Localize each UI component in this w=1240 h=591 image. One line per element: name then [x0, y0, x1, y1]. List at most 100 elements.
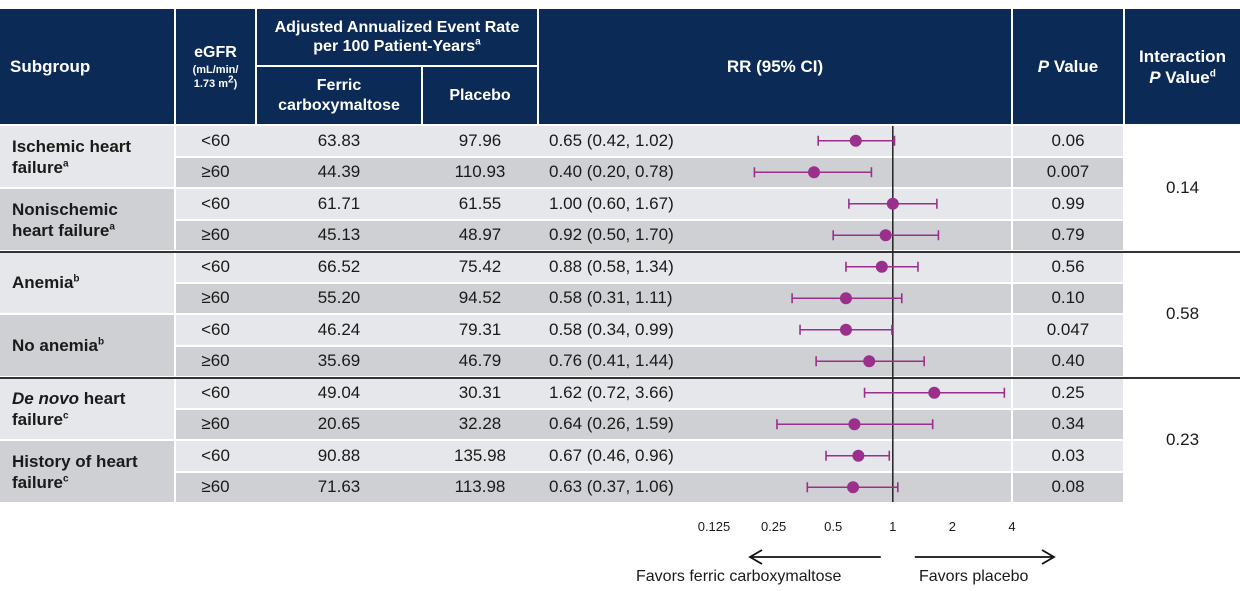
header-pvalue-text: P Value: [1038, 57, 1098, 77]
p-value-cell: 0.06: [1013, 126, 1123, 156]
plot-cell: [707, 283, 1011, 313]
plot-cell: [707, 378, 1011, 408]
subgroup-label-sup: a: [109, 220, 115, 232]
header-egfr-unit-close: ): [233, 77, 238, 90]
placebo-rate-cell: 110.93: [423, 157, 537, 187]
rr-ci-cell: 0.76 (0.41, 1.44): [539, 346, 705, 376]
header-subgroup-text: Subgroup: [10, 56, 91, 76]
header-rate-text: Adjusted Annualized Event Rate per 100 P…: [263, 18, 531, 56]
subgroup-label-main: No anemia: [12, 336, 98, 355]
subgroup-label-text: No anemiab: [12, 335, 104, 356]
placebo-rate-cell: 97.96: [423, 126, 537, 156]
rr-ci-cell: 0.64 (0.26, 1.59): [539, 409, 705, 439]
p-value-cell: 0.56: [1013, 252, 1123, 282]
placebo-rate-cell: 46.79: [423, 346, 537, 376]
header-placebo: Placebo: [423, 67, 537, 124]
x-tick-label: 2: [949, 519, 956, 534]
ferric-rate-cell: 49.04: [257, 378, 421, 408]
header-rate-sup: a: [475, 36, 481, 48]
placebo-rate-cell: 30.31: [423, 378, 537, 408]
egfr-cell: ≥60: [176, 220, 255, 250]
rr-ci-cell: 0.88 (0.58, 1.34): [539, 252, 705, 282]
x-tick-label: 1: [889, 519, 896, 534]
header-interaction-p-rest: Value: [1160, 67, 1210, 87]
p-value-cell: 0.10: [1013, 283, 1123, 313]
subgroup-label-sup: c: [63, 409, 69, 421]
p-value-cell: 0.007: [1013, 157, 1123, 187]
x-tick-label: 4: [1008, 519, 1015, 534]
plot-cell: [707, 315, 1011, 345]
section-divider: [0, 250, 1240, 253]
rr-ci-cell: 0.58 (0.34, 0.99): [539, 315, 705, 345]
x-tick-label: 0.25: [761, 519, 786, 534]
ferric-rate-cell: 63.83: [257, 126, 421, 156]
rr-ci-cell: 0.67 (0.46, 0.96): [539, 441, 705, 471]
arrow-right-head: [1041, 549, 1056, 565]
header-placebo-text: Placebo: [449, 86, 511, 104]
rr-ci-cell: 0.63 (0.37, 1.06): [539, 472, 705, 502]
rr-ci-cell: 0.40 (0.20, 0.78): [539, 157, 705, 187]
subgroup-label-text: History of heart failurec: [12, 451, 162, 493]
header-pvalue-italic: P: [1037, 56, 1050, 76]
egfr-cell: <60: [176, 126, 255, 156]
interaction-p-cell: 0.58: [1125, 252, 1240, 376]
header-egfr-unit: (mL/min/: [192, 63, 239, 76]
interaction-p-cell: 0.14: [1125, 126, 1240, 250]
x-tick-label: 0.5: [824, 519, 842, 534]
placebo-rate-cell: 94.52: [423, 283, 537, 313]
header-rate-title: Adjusted Annualized Event Rate per 100 P…: [274, 19, 520, 55]
header-pvalue: P Value: [1013, 9, 1123, 124]
p-value-cell: 0.03: [1013, 441, 1123, 471]
p-value-cell: 0.34: [1013, 409, 1123, 439]
placebo-rate-cell: 48.97: [423, 220, 537, 250]
subgroup-label-sup: b: [73, 273, 80, 285]
plot-cell: [707, 252, 1011, 282]
subgroup-label: Ischemic heart failurea: [0, 126, 174, 187]
subgroup-label-main: Nonischemic heart failure: [12, 199, 118, 240]
p-value-cell: 0.99: [1013, 189, 1123, 219]
placebo-rate-cell: 135.98: [423, 441, 537, 471]
interaction-p-cell: 0.23: [1125, 378, 1240, 502]
header-egfr: eGFR (mL/min/ 1.73 m2): [176, 9, 255, 124]
egfr-cell: <60: [176, 252, 255, 282]
plot-cell: [707, 472, 1011, 502]
subgroup-label-sup: c: [63, 472, 69, 484]
ferric-rate-cell: 90.88: [257, 441, 421, 471]
p-value-cell: 0.047: [1013, 315, 1123, 345]
egfr-cell: <60: [176, 378, 255, 408]
header-interaction-sup: d: [1209, 67, 1216, 79]
arrow-left-head: [748, 549, 763, 565]
ferric-rate-cell: 45.13: [257, 220, 421, 250]
header-ferric: Ferric carboxymaltose: [257, 67, 421, 124]
header-ferric-text: Ferric carboxymaltose: [278, 76, 400, 114]
header-interaction-p-italic: P: [1149, 67, 1161, 87]
x-tick-label: 0.125: [698, 519, 731, 534]
subgroup-label: Nonischemic heart failurea: [0, 189, 174, 250]
header-interaction-title: Interaction: [1139, 46, 1226, 66]
header-rr-text: RR (95% CI): [726, 56, 824, 76]
subgroup-label-main: Anemia: [12, 273, 74, 292]
egfr-cell: ≥60: [176, 283, 255, 313]
placebo-rate-cell: 113.98: [423, 472, 537, 502]
header-subgroup: Subgroup: [0, 9, 174, 124]
subgroup-label: De novo heart failurec: [0, 378, 174, 439]
header-interaction: Interaction P Valued: [1125, 9, 1240, 124]
subgroup-label-main: History of heart failure: [12, 451, 138, 492]
placebo-rate-cell: 79.31: [423, 315, 537, 345]
plot-cell: [707, 189, 1011, 219]
subgroup-label-main: Ischemic heart failure: [12, 136, 132, 177]
header-interaction-p: P Valued: [1149, 67, 1216, 88]
ferric-rate-cell: 35.69: [257, 346, 421, 376]
p-value-cell: 0.25: [1013, 378, 1123, 408]
ferric-rate-cell: 61.71: [257, 189, 421, 219]
favors-ferric-label: Favors ferric carboxymaltose: [636, 568, 842, 585]
ferric-rate-cell: 46.24: [257, 315, 421, 345]
header-egfr-unit2: 1.73 m2): [193, 74, 238, 91]
egfr-cell: <60: [176, 315, 255, 345]
header-egfr-unit2-text: 1.73 m: [193, 77, 228, 90]
subgroup-label-text: De novo heart failurec: [12, 388, 162, 430]
subgroup-label: No anemiab: [0, 315, 174, 376]
subgroup-label-text: Nonischemic heart failurea: [12, 199, 162, 241]
header-egfr-title: eGFR: [194, 43, 237, 61]
rr-ci-cell: 0.65 (0.42, 1.02): [539, 126, 705, 156]
